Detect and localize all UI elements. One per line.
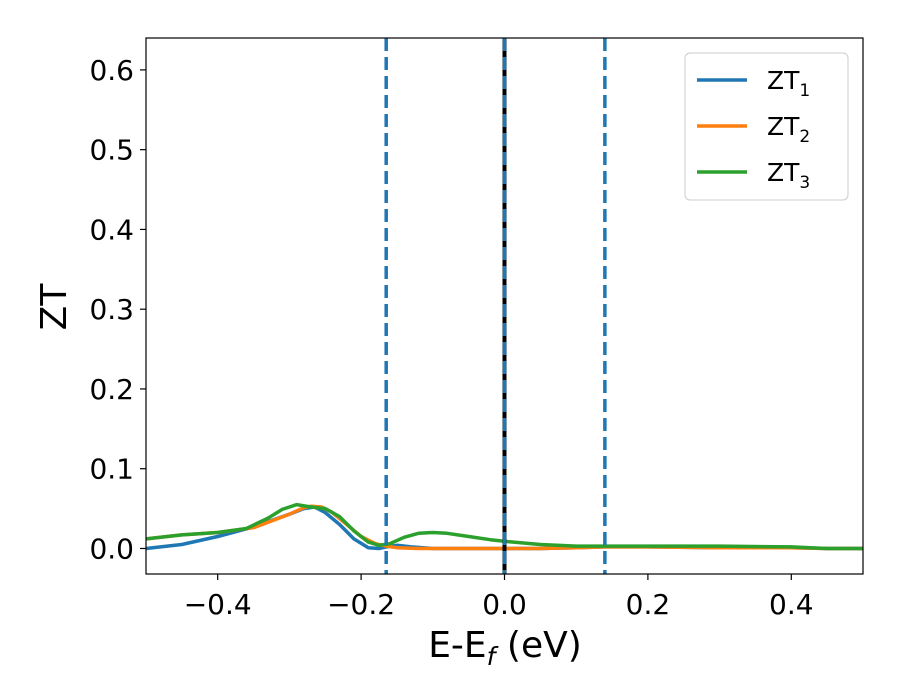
x-tick-label: 0.2 [626,588,671,621]
x-tick-label: 0.4 [769,588,814,621]
legend: ZT1 ZT2 ZT3 [684,52,849,201]
axes-frame [145,37,864,575]
x-tick-label: −0.4 [184,588,252,621]
x-axis-label: E-Ef (eV) [428,625,582,671]
legend-box [684,52,849,201]
y-axis: 0.0 0.1 0.2 0.3 0.4 0.5 0.6 [89,54,146,565]
series-line-zt3 [146,502,863,551]
y-tick-label: 0.2 [89,373,134,406]
y-tick-label: 0.0 [89,532,134,565]
legend-label-zt3: ZT3 [767,158,810,193]
x-axis: −0.4 −0.2 0.0 0.2 0.4 [184,574,814,621]
y-axis-label: ZT [34,283,75,331]
x-tick-label: 0.0 [482,588,527,621]
x-tick-label: −0.2 [327,588,395,621]
y-tick-label: 0.4 [89,213,134,246]
plot-area [146,38,863,574]
y-tick-label: 0.3 [89,293,134,326]
legend-label-zt2: ZT2 [767,112,810,147]
y-tick-label: 0.5 [89,134,134,167]
y-tick-label: 0.1 [89,453,134,486]
legend-label-zt1: ZT1 [767,66,810,101]
y-tick-label: 0.6 [89,54,134,87]
